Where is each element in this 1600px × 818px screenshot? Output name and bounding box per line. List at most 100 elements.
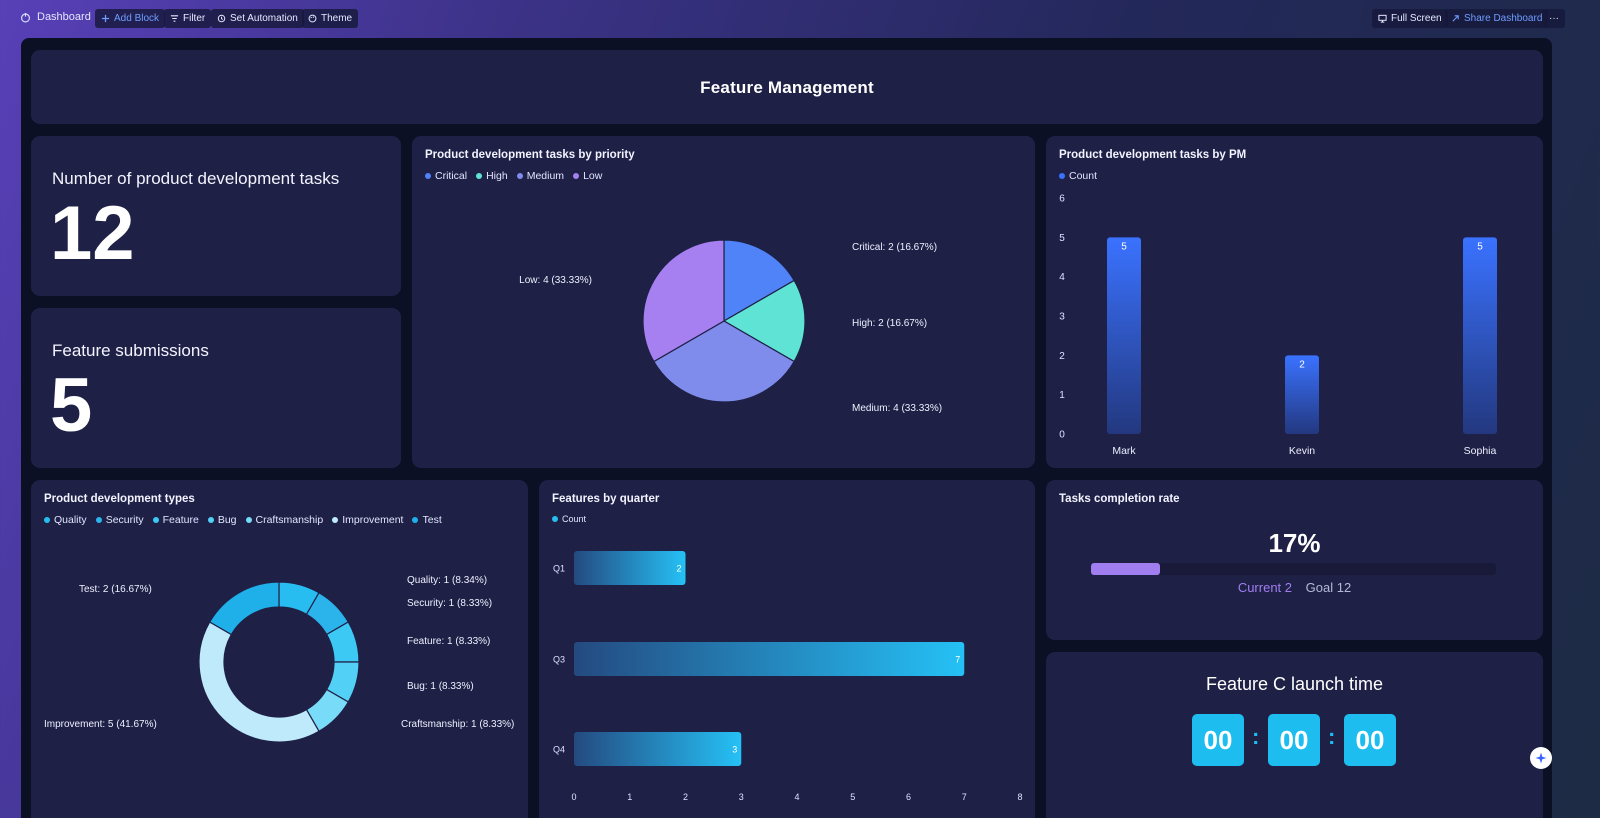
- legend-label: Test: [422, 514, 442, 526]
- slice-data-label: Medium: 4 (33.33%): [852, 403, 942, 414]
- filter-button[interactable]: Filter: [164, 9, 212, 28]
- monitor-icon: [1378, 14, 1387, 23]
- bar[interactable]: [574, 642, 965, 676]
- filter-label: Filter: [183, 13, 206, 24]
- palette-icon: [308, 14, 317, 23]
- legend-item[interactable]: Medium: [516, 170, 565, 182]
- bar[interactable]: [1463, 237, 1497, 434]
- types-chart-card[interactable]: Product development types Quality Securit…: [31, 480, 528, 818]
- legend-item[interactable]: Count: [552, 514, 586, 524]
- goal-value: Goal 12: [1305, 580, 1352, 595]
- legend-item[interactable]: Quality: [44, 514, 87, 526]
- bar[interactable]: [1285, 355, 1319, 434]
- slice-data-label: Craftsmanship: 1 (8.33%): [401, 719, 514, 730]
- banner-title: Feature Management: [700, 78, 874, 97]
- bar-data-label: 5: [1121, 241, 1127, 252]
- chart-legend: Count: [1059, 170, 1097, 182]
- slice-data-label: Feature: 1 (8.33%): [407, 636, 490, 647]
- completion-card[interactable]: Tasks completion rate 17% Current 2 Goal…: [1046, 480, 1543, 640]
- countdown-card[interactable]: Feature C launch time 00 : 00 : 00: [1046, 652, 1543, 818]
- countdown-separator: :: [1328, 724, 1336, 749]
- kpi-card-submissions[interactable]: Feature submissions 5: [31, 308, 401, 468]
- x-tick-label: 7: [962, 792, 967, 802]
- share-dashboard-button[interactable]: Share Dashboard: [1445, 9, 1549, 28]
- bar[interactable]: [574, 551, 686, 585]
- pie-slice[interactable]: [723, 239, 795, 323]
- legend-item[interactable]: Bug: [207, 514, 237, 526]
- completion-percent: 17%: [1268, 528, 1321, 558]
- countdown-unit: 00: [1268, 714, 1320, 766]
- slice-data-label: Improvement: 5 (41.67%): [44, 719, 157, 730]
- quarter-bar-chart: 2 Q1 7 Q3 3 Q4 0 1 2 3 4 5 6 7 8: [553, 551, 1023, 802]
- legend-label: Craftsmanship: [255, 514, 324, 526]
- pie-slice[interactable]: [653, 320, 795, 403]
- card-title: Tasks completion rate: [1059, 493, 1180, 505]
- assistant-button[interactable]: [1530, 747, 1552, 769]
- more-options-label: ···: [1549, 13, 1559, 24]
- legend-item[interactable]: Improvement: [332, 514, 403, 526]
- legend-dot: [44, 517, 50, 523]
- legend-label: Medium: [526, 170, 565, 182]
- progress-track: [1091, 563, 1496, 575]
- chart-title: Features by quarter: [552, 493, 660, 505]
- y-tick-label: Q3: [553, 655, 565, 665]
- donut-slice[interactable]: [208, 581, 280, 636]
- legend-item[interactable]: Security: [95, 514, 144, 526]
- priority-chart-card[interactable]: Product development tasks by priority Cr…: [412, 136, 1035, 468]
- chart-title: Product development tasks by priority: [425, 149, 635, 161]
- legend-item[interactable]: Craftsmanship: [245, 514, 324, 526]
- more-options-button[interactable]: ···: [1543, 9, 1565, 28]
- x-tick-label: 1: [627, 792, 632, 802]
- bar[interactable]: [574, 732, 742, 766]
- pie-slice[interactable]: [642, 239, 725, 363]
- bar-data-label: 2: [676, 564, 681, 574]
- chart-legend: Critical High Medium Low: [425, 170, 602, 182]
- x-tick-label: 3: [739, 792, 744, 802]
- x-tick-label: 0: [571, 792, 576, 802]
- bar[interactable]: [1107, 237, 1141, 434]
- full-screen-button[interactable]: Full Screen: [1372, 9, 1448, 28]
- legend-item[interactable]: High: [476, 170, 508, 182]
- legend-dot: [425, 173, 431, 179]
- slice-data-label: Critical: 2 (16.67%): [852, 242, 937, 253]
- legend-label: Count: [1069, 170, 1098, 182]
- kpi-value: 12: [50, 191, 135, 276]
- progress-fill: [1091, 563, 1160, 575]
- y-tick-label: 0: [1059, 430, 1065, 441]
- theme-button[interactable]: Theme: [302, 9, 359, 28]
- legend-dot: [412, 517, 419, 523]
- current-value: Current 2: [1237, 580, 1293, 595]
- legend-item[interactable]: Count: [1059, 170, 1097, 182]
- set-automation-button[interactable]: Set Automation: [211, 9, 304, 28]
- legend-label: Low: [583, 170, 603, 182]
- sparkle-icon: [1535, 752, 1547, 764]
- kpi-value: 5: [50, 363, 93, 448]
- countdown-unit: 00: [1192, 714, 1244, 766]
- dashboard-canvas: Feature Management Number of product dev…: [21, 38, 1552, 818]
- y-tick-label: 6: [1059, 194, 1065, 205]
- add-block-button[interactable]: Add Block: [95, 9, 166, 28]
- dashboard-title[interactable]: Dashboard: [20, 11, 91, 23]
- kpi-card-tasks[interactable]: Number of product development tasks 12: [31, 136, 401, 296]
- priority-pie-chart: Critical: 2 (16.67%) High: 2 (16.67%) Medi…: [519, 239, 942, 414]
- legend-dot: [573, 173, 580, 179]
- legend-label: Critical: [435, 170, 468, 182]
- slice-data-label: Low: 4 (33.33%): [519, 275, 592, 286]
- progress-caption: Current 2 Goal 12: [1046, 580, 1543, 595]
- legend-item[interactable]: Low: [573, 170, 602, 182]
- banner-card[interactable]: Feature Management: [31, 50, 1543, 124]
- pie-slice[interactable]: [722, 279, 806, 363]
- donut-slice[interactable]: [198, 621, 320, 743]
- bar-data-label: 7: [955, 655, 960, 665]
- pm-chart-card[interactable]: Product development tasks by PM Count 6 5…: [1046, 136, 1543, 468]
- bar-data-label: 5: [1477, 241, 1483, 252]
- quarter-chart-card[interactable]: Features by quarter Count 2 Q1 7 Q3 3 Q4 0 1 2 3 4…: [539, 480, 1035, 818]
- legend-dot: [1059, 173, 1065, 179]
- legend-item[interactable]: Test: [412, 514, 442, 526]
- legend-item[interactable]: Feature: [152, 514, 199, 526]
- y-tick-label: Q1: [553, 564, 565, 574]
- legend-dot: [552, 516, 558, 522]
- chart-legend: Quality Security Feature Bug Craftsmanship Im…: [44, 514, 442, 526]
- legend-item[interactable]: Critical: [425, 170, 467, 182]
- x-tick-label: 6: [906, 792, 911, 802]
